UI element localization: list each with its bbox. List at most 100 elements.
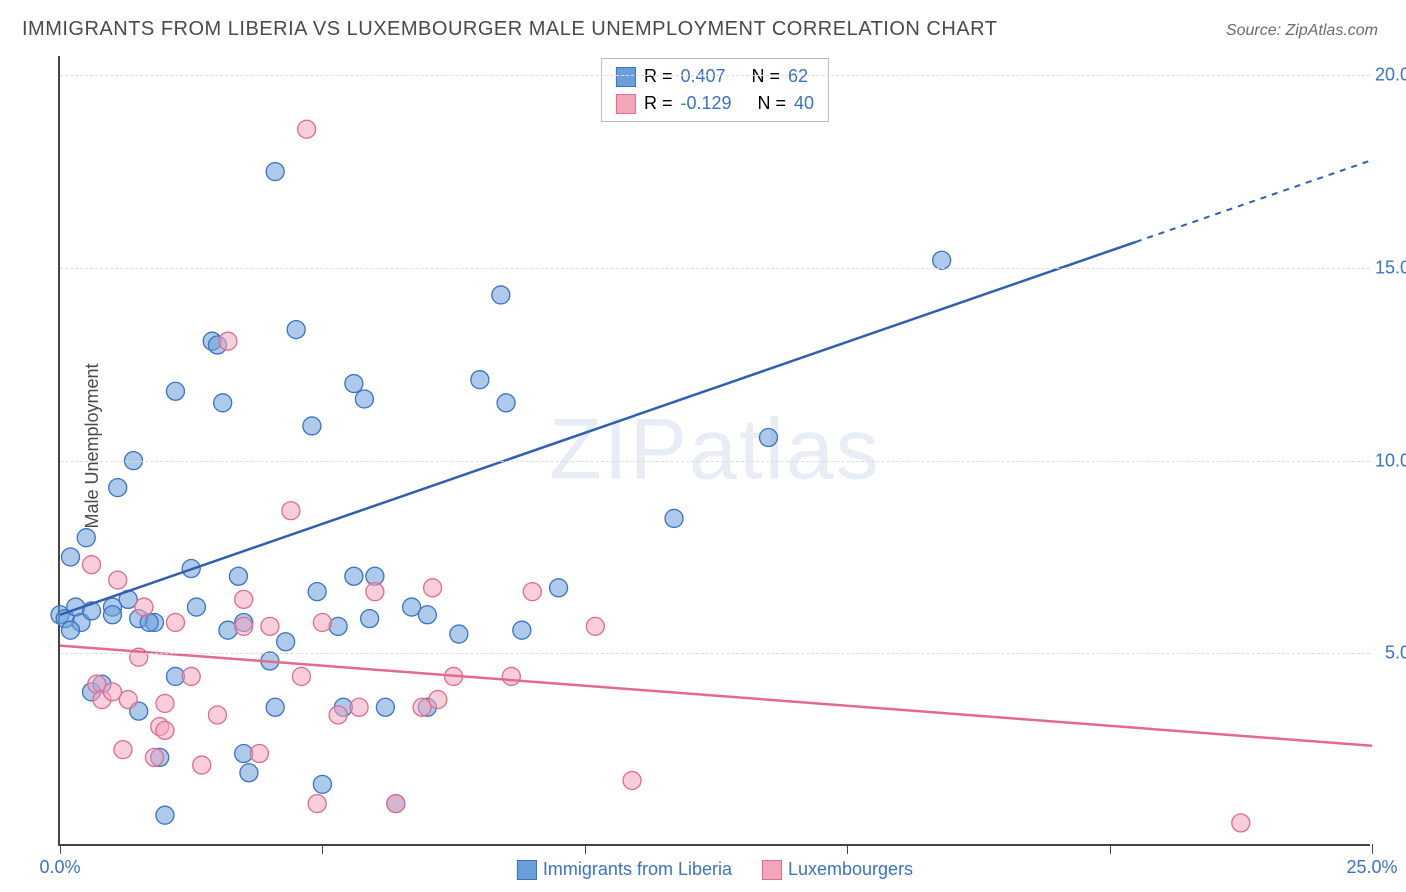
data-point <box>266 698 284 716</box>
data-point <box>156 694 174 712</box>
data-point <box>523 583 541 601</box>
data-point <box>586 617 604 635</box>
data-point <box>298 120 316 138</box>
data-point <box>665 509 683 527</box>
data-point <box>240 764 258 782</box>
data-point <box>109 479 127 497</box>
data-point <box>492 286 510 304</box>
y-tick-label: 20.0% <box>1375 65 1406 86</box>
x-tick-label: 0.0% <box>39 857 80 878</box>
stat-r-label: R = <box>644 90 673 117</box>
stats-legend-box: R = 0.407 N = 62 R = -0.129 N = 40 <box>601 58 829 122</box>
x-tick <box>1110 844 1111 854</box>
data-point <box>429 691 447 709</box>
x-tick <box>585 844 586 854</box>
gridline <box>60 75 1370 76</box>
data-point <box>208 706 226 724</box>
data-point <box>277 633 295 651</box>
plot-area: ZIPatlas R = 0.407 N = 62 R = -0.129 N =… <box>58 56 1370 846</box>
data-point <box>623 771 641 789</box>
source-attribution: Source: ZipAtlas.com <box>1226 22 1378 40</box>
data-point <box>329 706 347 724</box>
trend-line <box>60 242 1136 615</box>
legend-label-2: Luxembourgers <box>788 859 913 880</box>
data-point <box>135 598 153 616</box>
data-point <box>114 741 132 759</box>
data-point <box>313 775 331 793</box>
stat-n-value-2: 40 <box>794 90 814 117</box>
data-point <box>292 667 310 685</box>
chart-svg <box>60 56 1370 844</box>
trend-line <box>60 646 1372 746</box>
data-point <box>345 567 363 585</box>
data-point <box>193 756 211 774</box>
legend-bottom: Immigrants from Liberia Luxembourgers <box>517 859 913 880</box>
data-point <box>303 417 321 435</box>
data-point <box>308 795 326 813</box>
data-point <box>1232 814 1250 832</box>
data-point <box>287 321 305 339</box>
gridline <box>60 461 1370 462</box>
data-point <box>119 691 137 709</box>
x-tick <box>60 844 61 854</box>
data-point <box>61 548 79 566</box>
legend-item-2: Luxembourgers <box>762 859 913 880</box>
data-point <box>450 625 468 643</box>
data-point <box>109 571 127 589</box>
data-point <box>266 163 284 181</box>
data-point <box>235 590 253 608</box>
y-tick-label: 10.0% <box>1375 450 1406 471</box>
stats-row-series1: R = 0.407 N = 62 <box>616 63 814 90</box>
data-point <box>513 621 531 639</box>
data-point <box>187 598 205 616</box>
data-point <box>61 621 79 639</box>
x-tick <box>322 844 323 854</box>
stats-row-series2: R = -0.129 N = 40 <box>616 90 814 117</box>
data-point <box>229 567 247 585</box>
data-point <box>550 579 568 597</box>
data-point <box>350 698 368 716</box>
stat-n-value-1: 62 <box>788 63 808 90</box>
data-point <box>235 617 253 635</box>
data-point <box>933 251 951 269</box>
data-point <box>345 375 363 393</box>
trend-line-dashed <box>1136 160 1372 242</box>
data-point <box>308 583 326 601</box>
swatch-series1 <box>616 67 636 87</box>
data-point <box>329 617 347 635</box>
swatch-series1 <box>517 860 537 880</box>
data-point <box>471 371 489 389</box>
swatch-series2 <box>616 94 636 114</box>
data-point <box>366 583 384 601</box>
data-point <box>261 617 279 635</box>
x-tick <box>847 844 848 854</box>
stat-r-label: R = <box>644 63 673 90</box>
data-point <box>361 610 379 628</box>
data-point <box>82 556 100 574</box>
data-point <box>166 382 184 400</box>
x-tick-label: 25.0% <box>1346 857 1397 878</box>
data-point <box>166 613 184 631</box>
data-point <box>219 332 237 350</box>
legend-item-1: Immigrants from Liberia <box>517 859 732 880</box>
data-point <box>418 606 436 624</box>
data-point <box>502 667 520 685</box>
data-point <box>214 394 232 412</box>
stat-n-label: N = <box>758 90 787 117</box>
data-point <box>759 429 777 447</box>
x-tick <box>1372 844 1373 854</box>
data-point <box>182 667 200 685</box>
data-point <box>376 698 394 716</box>
data-point <box>387 795 405 813</box>
data-point <box>145 748 163 766</box>
chart-title: IMMIGRANTS FROM LIBERIA VS LUXEMBOURGER … <box>22 18 997 41</box>
data-point <box>103 606 121 624</box>
swatch-series2 <box>762 860 782 880</box>
data-point <box>156 806 174 824</box>
y-tick-label: 15.0% <box>1375 257 1406 278</box>
gridline <box>60 653 1370 654</box>
y-tick-label: 5.0% <box>1385 643 1406 664</box>
stat-r-value-1: 0.407 <box>680 63 725 90</box>
stat-n-label: N = <box>752 63 781 90</box>
data-point <box>282 502 300 520</box>
